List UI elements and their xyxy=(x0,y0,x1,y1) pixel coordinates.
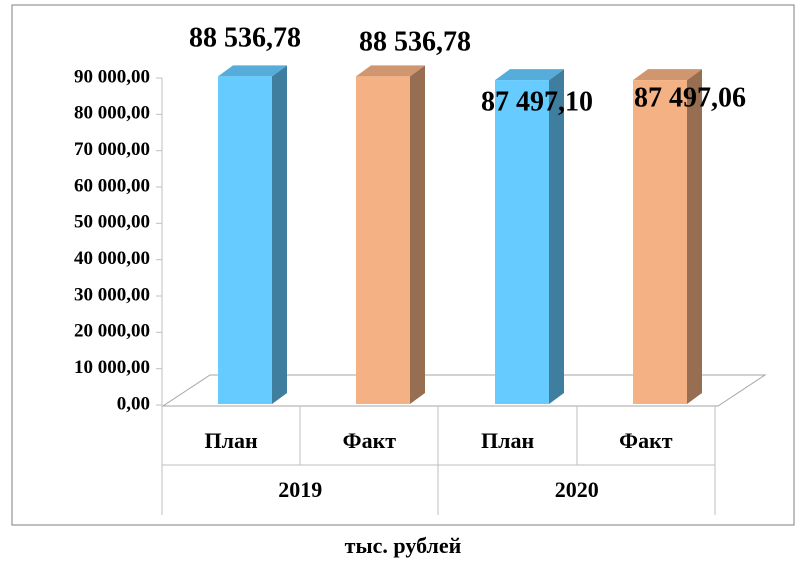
bar-side xyxy=(549,69,564,404)
bar-front xyxy=(495,80,549,404)
y-tick-label: 30 000,00 xyxy=(74,284,150,305)
x-tick-label: Факт xyxy=(619,428,673,453)
bar-side xyxy=(272,65,287,404)
y-tick-label: 60 000,00 xyxy=(74,175,150,196)
y-tick-label: 70 000,00 xyxy=(74,139,150,160)
bar xyxy=(218,65,287,404)
value-label: 87 497,06 xyxy=(634,82,746,113)
value-label: 87 497,10 xyxy=(481,86,593,117)
value-label: 88 536,78 xyxy=(359,26,471,57)
x-axis-label: тыс. рублей xyxy=(345,533,462,558)
y-tick-label: 20 000,00 xyxy=(74,321,150,342)
y-tick-label: 50 000,00 xyxy=(74,212,150,233)
y-tick-label: 90 000,00 xyxy=(74,66,150,87)
group-label: 2019 xyxy=(278,477,322,502)
y-tick-label: 40 000,00 xyxy=(74,248,150,269)
bar-top xyxy=(356,65,425,77)
value-label: 88 536,78 xyxy=(189,22,301,53)
x-tick-label: Факт xyxy=(343,428,397,453)
bar xyxy=(495,69,564,404)
y-tick-label: 0,00 xyxy=(117,393,150,414)
bar xyxy=(356,65,425,404)
x-tick-label: План xyxy=(481,428,534,453)
bar-side xyxy=(410,65,425,404)
bar-front xyxy=(218,76,272,404)
group-label: 2020 xyxy=(555,477,599,502)
bar-front xyxy=(356,76,410,404)
bar-top xyxy=(633,69,702,81)
floor xyxy=(161,374,767,407)
y-tick-label: 10 000,00 xyxy=(74,357,150,378)
x-tick-label: План xyxy=(205,428,258,453)
bar xyxy=(633,69,702,404)
y-tick-label: 80 000,00 xyxy=(74,103,150,124)
bar-side xyxy=(687,69,702,404)
bar-top xyxy=(218,65,287,77)
bar-front xyxy=(633,80,687,404)
bar-top xyxy=(495,69,564,81)
